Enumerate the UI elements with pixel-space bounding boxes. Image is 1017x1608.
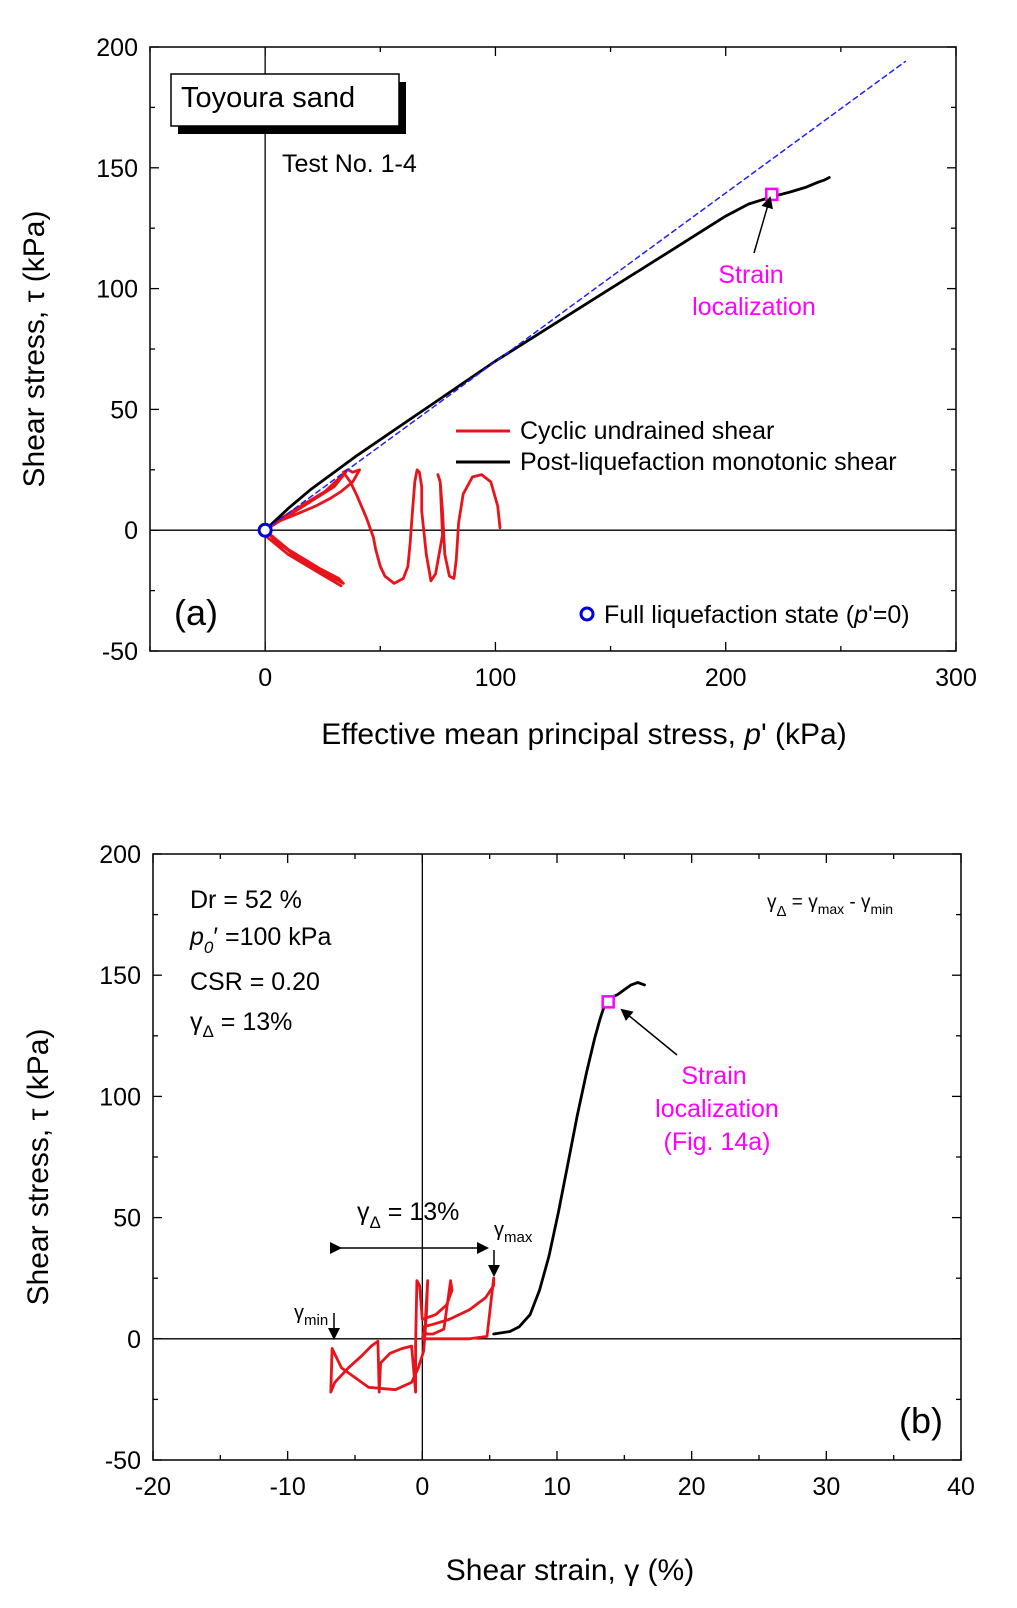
panel-b-xtick-label: -10 <box>270 1473 306 1501</box>
info-csr: CSR = 0.20 <box>190 968 320 996</box>
panel-b-xtick-label: 30 <box>812 1473 840 1501</box>
panel-a-xtick-label: 200 <box>705 664 747 692</box>
panel-b-xtick-label: 40 <box>947 1473 975 1501</box>
panel-a-ytick-label: 0 <box>124 517 138 545</box>
box-label: Toyoura sand <box>181 82 355 114</box>
panel-b-chart: -20 -10 0 10 20 30 40 -50 0 50 100 150 200 Dr = 52 %… <box>22 841 975 1587</box>
panel-a-label: (a) <box>174 592 218 633</box>
panel-b-series <box>329 981 646 1394</box>
annotation-b-line1: Strain <box>681 1062 746 1090</box>
test-label: Test No. 1-4 <box>282 150 417 178</box>
panel-a-xtick-label: 100 <box>475 664 517 692</box>
panel-a-point-strain-localization <box>765 187 779 202</box>
panel-a-ytick-label: 150 <box>96 155 138 183</box>
panel-b-ytick-label: -50 <box>105 1447 141 1475</box>
info-dr: Dr = 52 % <box>190 886 302 914</box>
panel-b-ytick-label: 100 <box>99 1083 141 1111</box>
panel-b-ytick-label: 150 <box>99 962 141 990</box>
panel-a-chart: 0 100 200 300 -50 0 50 100 150 200 Toyoura sand T… <box>18 34 977 751</box>
panel-a-frame <box>149 46 957 652</box>
legend-mono-label: Post-liquefaction monotonic shear <box>520 448 897 476</box>
annotation-b-line3: (Fig. 14a) <box>664 1128 771 1156</box>
panel-a-ytick-label: 50 <box>110 396 138 424</box>
info-gamma-delta: γΔ = 13% <box>190 1008 292 1041</box>
panel-b-ytick-label: 0 <box>127 1326 141 1354</box>
panel-a-series-post-liquefaction-monotonic-shear <box>263 176 831 532</box>
panel-a-point-full-liquefaction-state <box>257 522 273 538</box>
panel-a-series <box>257 60 907 588</box>
panel-b-series-cyclic-undrained-shear <box>329 1276 496 1394</box>
gamma-max-label: γmax <box>494 1219 533 1246</box>
panel-a-ytick-label: 200 <box>96 34 138 62</box>
annotation-a-line1: Strain <box>718 261 783 289</box>
marker-legend-icon <box>579 606 595 622</box>
annotation-a-line2: localization <box>692 293 816 321</box>
gamma-min-label: γmin <box>294 1302 328 1329</box>
panel-a-zero-lines <box>150 47 956 651</box>
marker-legend-label: Full liquefaction state (p'=0) <box>604 601 910 629</box>
panel-a-ylabel: Shear stress, τ (kPa) <box>18 211 51 488</box>
box-label-frame <box>170 73 400 127</box>
annotation-a-arrow <box>753 196 773 254</box>
panel-b-label: (b) <box>899 1400 943 1441</box>
panel-b-xtick-label: 10 <box>543 1473 571 1501</box>
formula-gamma-delta: γΔ = γmax - γmin <box>767 892 893 920</box>
panel-b-point-strain-localization <box>601 995 615 1009</box>
panel-b-ytick-label: 200 <box>99 841 141 869</box>
panel-b-xtick-label: -20 <box>135 1473 171 1501</box>
panel-b-series-post-liquefaction-monotonic-shear <box>492 981 646 1336</box>
panel-b-xtick-label: 20 <box>678 1473 706 1501</box>
panel-b-ylabel: Shear stress, τ (kPa) <box>22 1029 55 1306</box>
panel-a-series-cyclic-undrained-shear <box>263 468 502 588</box>
panel-a-ticks: 0 100 200 300 -50 0 50 100 150 200 <box>96 34 977 692</box>
panel-a-series-dashed-line <box>264 60 907 531</box>
panel-b-ticks: -20 -10 0 10 20 30 40 -50 0 50 100 150 200 <box>99 841 975 1501</box>
panel-b-ytick-label: 50 <box>113 1205 141 1233</box>
panel-a-ytick-label: 100 <box>96 276 138 304</box>
annotation-b-arrow <box>620 1008 678 1056</box>
info-p0: p0′ =100 kPa <box>189 923 331 957</box>
panel-b-xlabel: Shear strain, γ (%) <box>446 1554 694 1587</box>
range-label: γΔ = 13% <box>357 1198 459 1232</box>
panel-a-xtick-label: 300 <box>935 664 977 692</box>
panel-b-xtick-label: 0 <box>415 1473 429 1501</box>
annotation-b-line2: localization <box>655 1095 779 1123</box>
legend-cyclic-label: Cyclic undrained shear <box>520 417 774 445</box>
panel-a-ytick-label: -50 <box>102 638 138 666</box>
panel-a-xtick-label: 0 <box>258 664 272 692</box>
panel-a-xlabel: Effective mean principal stress, p' (kPa… <box>321 718 846 751</box>
